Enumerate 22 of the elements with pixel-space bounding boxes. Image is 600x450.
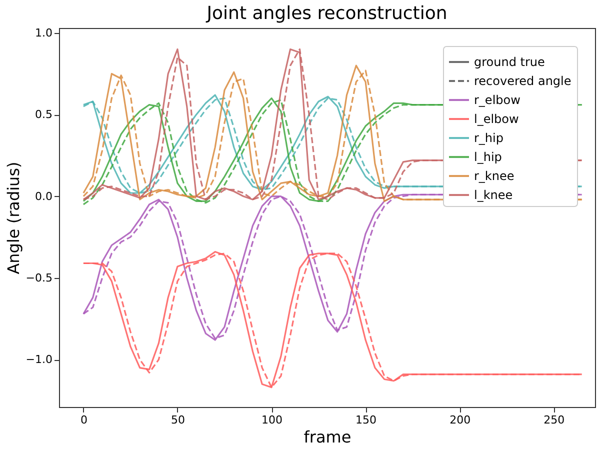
legend-label: l_elbow xyxy=(474,112,520,126)
legend-label: recovered angle xyxy=(474,74,572,88)
x-tick-label: 50 xyxy=(170,414,185,426)
x-tick-label: 0 xyxy=(80,414,88,426)
x-tick-label: 200 xyxy=(450,414,471,426)
legend-label: l_hip xyxy=(474,150,502,164)
legend-label: r_knee xyxy=(474,169,514,183)
y-tick-label: −1.0 xyxy=(26,353,52,366)
y-tick-label: 1.0 xyxy=(35,26,52,40)
x-tick-label: 150 xyxy=(356,414,377,426)
y-tick-label: −0.5 xyxy=(26,271,52,284)
legend-label: r_elbow xyxy=(474,93,521,107)
legend-label: ground true xyxy=(474,55,545,69)
x-tick-label: 250 xyxy=(544,414,565,426)
y-tick-label: 0.0 xyxy=(35,190,52,203)
x-axis-title: frame xyxy=(304,428,352,446)
legend-label: l_knee xyxy=(474,188,513,202)
x-tick-label: 100 xyxy=(262,414,283,426)
y-tick-label: 0.5 xyxy=(35,108,52,122)
y-axis-title: Angle (radius) xyxy=(4,162,23,274)
chart-title: Joint angles reconstruction xyxy=(206,2,448,24)
legend-label: r_hip xyxy=(474,131,504,145)
